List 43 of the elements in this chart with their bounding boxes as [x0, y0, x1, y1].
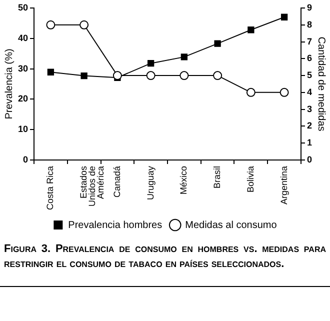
x-tick-label: Brasil	[212, 166, 222, 188]
point	[180, 71, 189, 80]
point	[147, 60, 154, 67]
text: Figura 3. Prevalencia de consumo en hombres vs. medidas para restringir el consumo de tabaco en países seleccionados.	[3, 242, 327, 272]
point	[280, 14, 288, 20]
point	[80, 72, 88, 80]
y2-tick-label: 6	[306, 53, 312, 64]
point	[280, 88, 289, 97]
x-tick-label: Canadá	[112, 166, 122, 198]
x-tick-label: México	[178, 166, 189, 194]
point	[46, 20, 56, 30]
y2-tick-label: 7	[306, 36, 312, 46]
point	[214, 40, 221, 47]
y2-tick-label: 1	[306, 138, 312, 148]
y-tick-label: 10	[18, 124, 28, 134]
y2-axis-title: Cantidad de medidas	[315, 36, 326, 132]
point	[246, 88, 256, 97]
y2-tick-label: 3	[306, 104, 312, 114]
x-tick-label: Uruguay	[145, 166, 156, 200]
legend-label: Prevalencia hombres	[68, 220, 162, 231]
y-tick-label: 50	[18, 2, 28, 12]
point	[180, 54, 188, 60]
y2-tick-label: 8	[306, 19, 312, 30]
point	[248, 26, 254, 34]
y-tick-label: 40	[18, 32, 28, 43]
y-axis-title: Prevalencia (%)	[4, 48, 15, 120]
point	[213, 71, 222, 80]
x-tick-label: Estados Unidos de América	[78, 165, 106, 207]
y-tick-label: 20	[18, 94, 28, 104]
y2-tick-label: 5	[306, 70, 312, 80]
y2-tick-label: 4	[306, 86, 312, 97]
x-tick-label: Costa Rica	[45, 166, 56, 210]
point	[47, 68, 54, 76]
point	[80, 20, 89, 30]
x-tick-label: Argentina	[278, 166, 289, 205]
y-tick-label: 0	[22, 154, 28, 164]
y2-tick-label: 9	[306, 2, 312, 12]
y2-tick-label: 0	[306, 154, 312, 164]
x-tick-label: Bolivia	[245, 166, 256, 192]
point	[146, 71, 156, 80]
y-tick-label: 30	[18, 63, 28, 74]
legend-label: Medidas al consumo	[185, 220, 278, 231]
y2-tick-label: 2	[306, 120, 312, 131]
